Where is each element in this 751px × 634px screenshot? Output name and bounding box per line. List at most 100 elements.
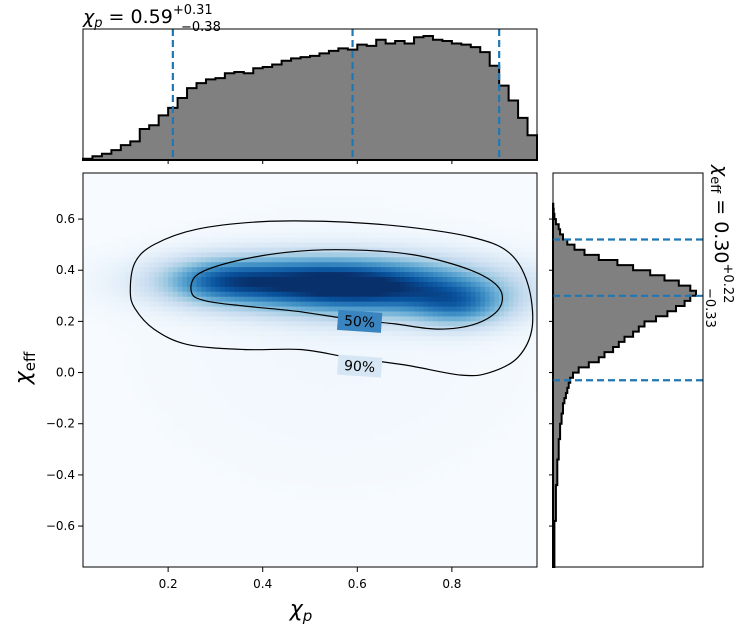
density-cell [300, 330, 306, 337]
density-cell [442, 320, 448, 327]
density-cell [347, 266, 354, 273]
density-cell [286, 340, 292, 346]
density-cell [347, 414, 354, 420]
density-cell [135, 232, 141, 238]
density-cell [300, 266, 306, 273]
density-cell [357, 256, 363, 263]
density-cell [239, 227, 245, 233]
density-cell [201, 434, 207, 440]
density-cell [205, 286, 212, 292]
density-cell [503, 246, 510, 253]
density-cell [224, 409, 231, 415]
density-cell [182, 429, 188, 435]
density-cell [437, 281, 444, 287]
density-cell [120, 325, 127, 332]
density-cell [149, 345, 155, 351]
density-cell [272, 345, 278, 351]
density-cell [328, 483, 335, 489]
density-cell [470, 345, 477, 351]
density-cell [395, 261, 401, 268]
density-cell [229, 463, 235, 470]
density-cell [409, 414, 415, 420]
density-cell [480, 355, 486, 361]
density-cell [343, 202, 349, 209]
density-cell [395, 478, 401, 484]
density-cell [286, 251, 292, 258]
density-cell [87, 310, 94, 317]
density-cell [163, 246, 169, 253]
density-cell [494, 370, 500, 376]
density-cell [139, 384, 146, 391]
density-cell [314, 320, 321, 327]
density-cell [494, 419, 500, 425]
density-cell [380, 261, 387, 268]
density-cell [272, 488, 278, 494]
density-cell [158, 310, 164, 317]
density-cell [125, 256, 131, 263]
density-cell [291, 424, 297, 430]
density-cell [205, 434, 212, 440]
density-cell [87, 301, 94, 307]
density-cell [357, 350, 363, 356]
density-cell [305, 429, 311, 435]
density-cell [409, 360, 415, 366]
density-cell [456, 256, 462, 263]
density-cell [328, 286, 335, 292]
density-cell [428, 414, 434, 420]
density-cell [310, 291, 316, 297]
density-cell [177, 227, 183, 233]
density-cell [83, 286, 89, 292]
density-cell [418, 429, 425, 435]
density-cell [432, 217, 439, 223]
density-cell [97, 320, 103, 327]
density-cell [418, 310, 425, 317]
density-cell [518, 399, 524, 406]
density-cell [366, 414, 373, 420]
density-cell [135, 345, 141, 351]
density-cell [314, 429, 321, 435]
density-cell [328, 394, 335, 401]
density-cell [139, 325, 146, 332]
density-cell [224, 355, 231, 361]
density-cell [333, 296, 339, 302]
density-cell [366, 251, 373, 258]
density-cell [395, 453, 401, 460]
density-cell [366, 305, 373, 312]
density-cell [466, 370, 472, 376]
density-cell [409, 241, 415, 248]
density-cell [182, 256, 188, 263]
density-cell [409, 463, 415, 470]
density-cell [220, 217, 226, 223]
density-cell [518, 251, 524, 258]
density-cell [239, 301, 245, 307]
density-cell [522, 394, 529, 401]
density-cell [456, 463, 462, 470]
density-cell [257, 315, 264, 322]
density-cell [205, 241, 212, 248]
density-cell [153, 409, 160, 415]
density-cell [395, 310, 401, 317]
density-cell [187, 399, 193, 406]
density-cell [532, 355, 537, 361]
density-cell [295, 320, 302, 327]
density-cell [257, 325, 264, 332]
density-cell [210, 419, 217, 425]
density-cell [172, 246, 179, 253]
density-cell [248, 350, 254, 356]
density-cell [239, 222, 245, 228]
density-cell [380, 301, 387, 307]
density-cell [276, 473, 283, 479]
density-cell [451, 237, 458, 243]
density-cell [328, 488, 335, 494]
density-cell [423, 463, 429, 470]
density-cell [262, 409, 269, 415]
density-cell [182, 286, 188, 292]
density-cell [518, 384, 524, 391]
density-cell [347, 222, 354, 228]
density-cell [248, 453, 254, 460]
density-cell [385, 237, 391, 243]
density-cell [418, 325, 425, 332]
density-cell [484, 246, 491, 253]
density-cell [447, 310, 453, 317]
density-cell [158, 315, 164, 322]
